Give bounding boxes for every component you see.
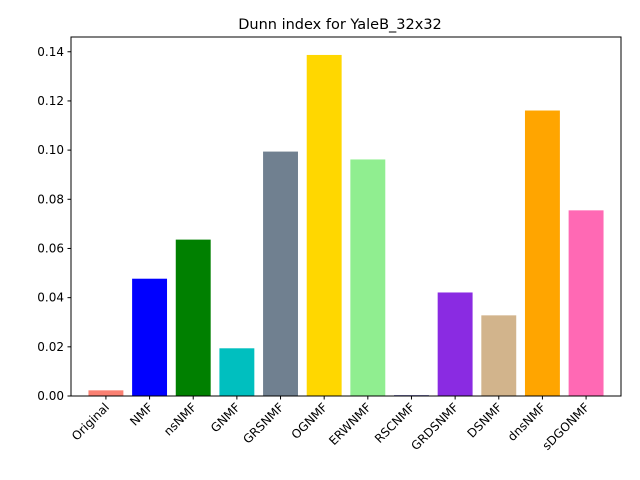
x-tick-label-GRDSNMF: GRDSNMF [408,400,461,453]
x-tick-label-Original: Original [69,400,112,443]
y-tick-label: 0.00 [37,389,64,403]
bar-dnsNMF [524,110,560,396]
bar-NMF [132,278,168,396]
chart-title: Dunn index for YaleB_32x32 [238,17,442,33]
y-tick-label: 0.12 [37,94,64,108]
bar-nsNMF [175,239,211,396]
y-tick-label: 0.06 [37,241,64,255]
bar-OGNMF [306,54,342,396]
x-tick-label-nsNMF: nsNMF [161,400,199,438]
x-tick-label-GNMF: GNMF [208,400,243,435]
x-tick-label-dnsNMF: dnsNMF [505,400,549,444]
bar-sDGONMF [568,210,604,396]
bar-DSNMF [481,315,517,396]
x-tick-label-sDGONMF: sDGONMF [540,400,593,453]
x-tick-label-OGNMF: OGNMF [289,400,331,442]
x-tick-label-GRSNMF: GRSNMF [240,400,286,446]
bar-GRSNMF [263,151,298,396]
y-axis: 0.00 0.02 0.04 0.06 0.08 0.10 0.12 0.14 [37,45,71,403]
x-tick-label-NMF: NMF [127,400,156,429]
x-tick-label-ERWNMF: ERWNMF [326,400,374,448]
x-tick-label-RSCNMF: RSCNMF [372,400,418,446]
plot-frame [70,36,622,397]
bar-ERWNMF [350,159,386,396]
bar-Original [88,390,124,396]
y-tick-label: 0.08 [37,192,64,206]
bars-group [88,54,604,396]
bar-GNMF [219,348,255,396]
bar-GRDSNMF [437,292,473,396]
y-tick-label: 0.04 [37,291,64,305]
y-tick-label: 0.14 [37,45,64,59]
x-tick-label-DSNMF: DSNMF [465,400,505,440]
y-tick-label: 0.10 [37,143,64,157]
y-tick-label: 0.02 [37,340,64,354]
